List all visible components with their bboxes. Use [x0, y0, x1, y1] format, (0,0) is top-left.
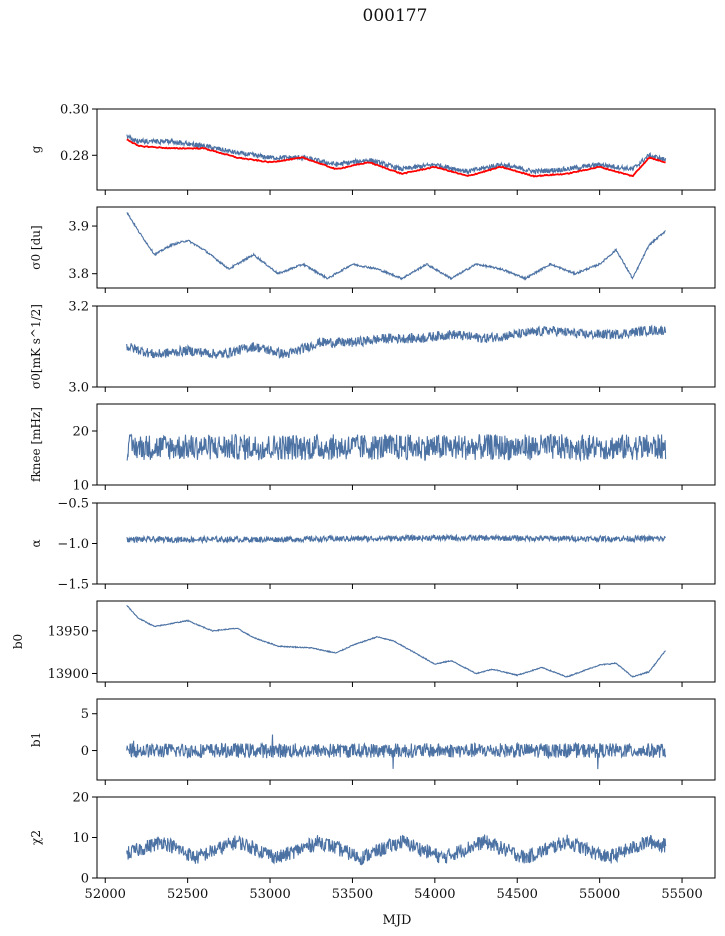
y-tick-label: 3.0	[68, 381, 89, 396]
x-tick-label: 52000	[85, 887, 126, 902]
series-line	[126, 604, 666, 678]
y-tick-label: 0.28	[60, 149, 89, 164]
y-tick-label: 3.9	[68, 220, 89, 235]
axes-frame	[96, 403, 716, 486]
axes-frame	[96, 796, 716, 879]
x-tick-label: 54500	[497, 887, 538, 902]
panel-8: 0 10 20 52000 52500 53000 53500 54000 54500 55000…	[29, 791, 716, 902]
y-tick-label: 3.8	[68, 267, 89, 282]
y-axis-label: b1	[29, 732, 43, 747]
y-tick-label: 3.2	[68, 300, 89, 315]
panel-7: 0 5 b1	[29, 698, 716, 785]
y-axis-label: σ0 [du]	[29, 225, 43, 269]
y-tick-label: −1.5	[57, 578, 89, 593]
series-line	[126, 834, 667, 866]
model-line	[126, 138, 666, 178]
axes-frame	[96, 108, 716, 191]
series-line	[126, 533, 667, 545]
series-line	[126, 433, 667, 463]
x-tick-label: 55500	[661, 887, 702, 902]
y-tick-label: 10	[72, 479, 89, 494]
y-axis-label: σ0[mK s^1/2]	[29, 304, 43, 389]
y-axis-label: b0	[11, 634, 25, 649]
panel-1: 0.28 0.30 g	[29, 103, 716, 195]
x-tick-label: 53000	[249, 887, 290, 902]
series-line	[126, 212, 666, 281]
series-line	[126, 134, 667, 176]
x-tick-label: 54000	[414, 887, 455, 902]
y-tick-label: 13900	[48, 667, 89, 682]
x-tick-label: 52500	[167, 887, 208, 902]
axes-frame	[96, 206, 716, 289]
axes-frame	[96, 698, 716, 781]
panel-2: 3.8 3.9 σ0 [du]	[29, 206, 716, 293]
axes-frame	[96, 600, 716, 683]
y-tick-label: 0	[81, 744, 89, 759]
y-tick-label: 20	[72, 425, 89, 440]
x-axis-label: MJD	[383, 913, 412, 928]
y-axis-label: χ2	[29, 830, 43, 845]
axes-frame	[96, 502, 716, 585]
panel-4: 10 20 fknee [mHz]	[29, 403, 716, 494]
x-tick-label: 55000	[579, 887, 620, 902]
y-tick-label: 13950	[48, 624, 89, 639]
panel-6: 13900 13950 b0	[11, 600, 716, 687]
y-axis-label: fknee [mHz]	[29, 407, 43, 482]
y-tick-label: 5	[81, 707, 89, 722]
y-tick-label: 10	[72, 831, 89, 846]
y-tick-label: 0.30	[60, 103, 89, 118]
panels: 0.28 0.30 g 3.8 3.9 σ0 [du] 3.0 3.2 σ0[mK s^1/2]…	[11, 103, 716, 928]
axes-frame	[96, 305, 716, 388]
figure-title: 000177	[362, 6, 428, 26]
y-axis-label: g	[29, 145, 43, 153]
y-tick-label: 20	[72, 791, 89, 806]
series-line	[126, 324, 667, 360]
series-line	[126, 734, 667, 770]
y-tick-label: −0.5	[57, 497, 89, 512]
x-tick-label: 53500	[332, 887, 373, 902]
y-axis-label: α	[29, 539, 43, 547]
panel-5: −1.5 −1.0 −0.5 α	[29, 497, 716, 593]
y-tick-label: 0	[81, 872, 89, 887]
y-tick-label: −1.0	[57, 537, 89, 552]
panel-3: 3.0 3.2 σ0[mK s^1/2]	[29, 300, 716, 396]
